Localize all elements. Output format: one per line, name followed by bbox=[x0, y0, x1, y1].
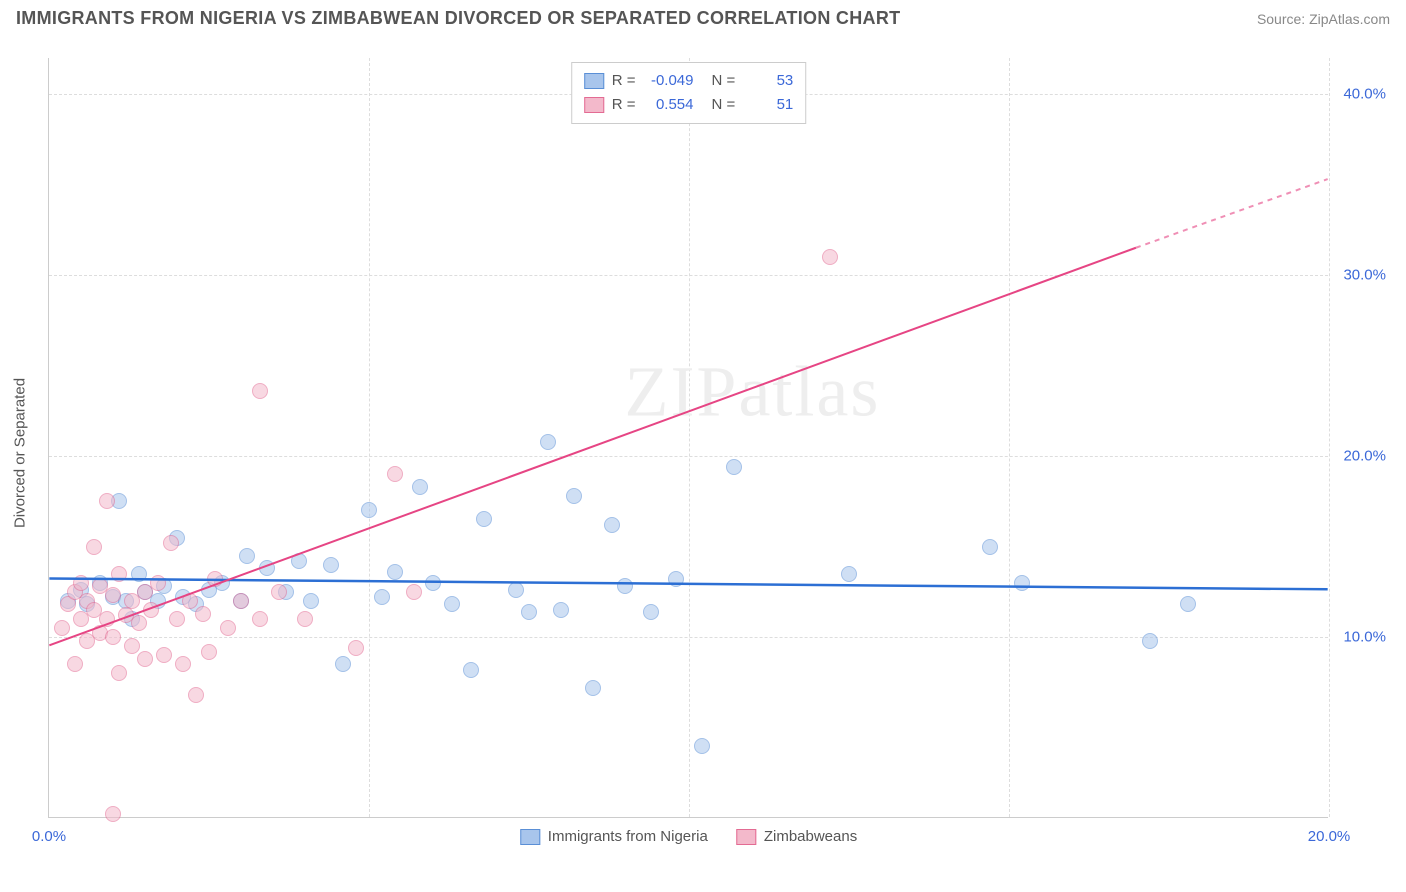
scatter-point-zimbabwe bbox=[387, 466, 403, 482]
scatter-point-zimbabwe bbox=[252, 383, 268, 399]
scatter-point-nigeria bbox=[1014, 575, 1030, 591]
scatter-point-zimbabwe bbox=[348, 640, 364, 656]
scatter-point-zimbabwe bbox=[822, 249, 838, 265]
scatter-point-zimbabwe bbox=[137, 651, 153, 667]
chart-title: IMMIGRANTS FROM NIGERIA VS ZIMBABWEAN DI… bbox=[16, 8, 900, 29]
scatter-point-nigeria bbox=[726, 459, 742, 475]
scatter-point-zimbabwe bbox=[105, 587, 121, 603]
scatter-point-zimbabwe bbox=[99, 611, 115, 627]
scatter-point-zimbabwe bbox=[175, 656, 191, 672]
scatter-point-zimbabwe bbox=[73, 575, 89, 591]
scatter-point-nigeria bbox=[444, 596, 460, 612]
scatter-point-nigeria bbox=[566, 488, 582, 504]
scatter-point-zimbabwe bbox=[201, 644, 217, 660]
scatter-point-zimbabwe bbox=[188, 687, 204, 703]
scatter-point-zimbabwe bbox=[220, 620, 236, 636]
scatter-point-nigeria bbox=[335, 656, 351, 672]
scatter-point-nigeria bbox=[1142, 633, 1158, 649]
scatter-point-nigeria bbox=[131, 566, 147, 582]
scatter-point-nigeria bbox=[841, 566, 857, 582]
x-tick-label: 20.0% bbox=[1308, 828, 1351, 845]
scatter-point-zimbabwe bbox=[297, 611, 313, 627]
correlation-chart: Divorced or Separated ZIPatlas R = -0.04… bbox=[48, 58, 1388, 848]
correlation-legend: R = -0.049 N = 53 R = 0.554 N = 51 bbox=[571, 62, 807, 124]
n-value-nigeria: 53 bbox=[743, 69, 793, 93]
plot-area: ZIPatlas R = -0.049 N = 53 R = 0.554 N =… bbox=[48, 58, 1328, 818]
scatter-point-zimbabwe bbox=[156, 647, 172, 663]
y-tick-label: 20.0% bbox=[1343, 448, 1386, 465]
source-attribution: Source: ZipAtlas.com bbox=[1257, 11, 1390, 27]
scatter-point-zimbabwe bbox=[207, 571, 223, 587]
scatter-point-nigeria bbox=[412, 479, 428, 495]
scatter-point-nigeria bbox=[374, 589, 390, 605]
scatter-point-zimbabwe bbox=[111, 566, 127, 582]
scatter-point-nigeria bbox=[553, 602, 569, 618]
scatter-point-zimbabwe bbox=[271, 584, 287, 600]
scatter-point-nigeria bbox=[303, 593, 319, 609]
scatter-point-nigeria bbox=[617, 578, 633, 594]
scatter-point-nigeria bbox=[361, 502, 377, 518]
scatter-point-zimbabwe bbox=[182, 593, 198, 609]
scatter-point-zimbabwe bbox=[252, 611, 268, 627]
scatter-point-nigeria bbox=[239, 548, 255, 564]
scatter-point-zimbabwe bbox=[131, 615, 147, 631]
gridline-v bbox=[1009, 58, 1010, 817]
scatter-point-zimbabwe bbox=[99, 493, 115, 509]
scatter-point-nigeria bbox=[643, 604, 659, 620]
legend-item-nigeria: Immigrants from Nigeria bbox=[520, 828, 708, 845]
r-value-nigeria: -0.049 bbox=[644, 69, 694, 93]
scatter-point-zimbabwe bbox=[406, 584, 422, 600]
y-tick-label: 30.0% bbox=[1343, 267, 1386, 284]
scatter-point-nigeria bbox=[668, 571, 684, 587]
y-axis-label: Divorced or Separated bbox=[12, 378, 29, 528]
swatch-nigeria-icon bbox=[520, 829, 540, 845]
gridline-v bbox=[1329, 58, 1330, 817]
series-legend: Immigrants from Nigeria Zimbabweans bbox=[520, 828, 857, 845]
watermark-text: ZIPatlas bbox=[624, 350, 880, 433]
y-tick-label: 40.0% bbox=[1343, 86, 1386, 103]
scatter-point-zimbabwe bbox=[86, 539, 102, 555]
n-value-zimbabwe: 51 bbox=[743, 93, 793, 117]
legend-row-nigeria: R = -0.049 N = 53 bbox=[584, 69, 794, 93]
y-tick-label: 10.0% bbox=[1343, 629, 1386, 646]
scatter-point-nigeria bbox=[387, 564, 403, 580]
scatter-point-zimbabwe bbox=[111, 665, 127, 681]
swatch-nigeria bbox=[584, 73, 604, 89]
scatter-point-zimbabwe bbox=[195, 606, 211, 622]
legend-row-zimbabwe: R = 0.554 N = 51 bbox=[584, 93, 794, 117]
chart-header: IMMIGRANTS FROM NIGERIA VS ZIMBABWEAN DI… bbox=[0, 0, 1406, 33]
scatter-point-nigeria bbox=[1180, 596, 1196, 612]
scatter-point-nigeria bbox=[259, 560, 275, 576]
swatch-zimbabwe-icon bbox=[736, 829, 756, 845]
scatter-point-nigeria bbox=[585, 680, 601, 696]
scatter-point-nigeria bbox=[521, 604, 537, 620]
scatter-point-nigeria bbox=[476, 511, 492, 527]
scatter-point-zimbabwe bbox=[124, 638, 140, 654]
r-value-zimbabwe: 0.554 bbox=[644, 93, 694, 117]
scatter-point-nigeria bbox=[508, 582, 524, 598]
scatter-point-nigeria bbox=[604, 517, 620, 533]
scatter-point-nigeria bbox=[291, 553, 307, 569]
scatter-point-zimbabwe bbox=[150, 575, 166, 591]
scatter-point-nigeria bbox=[694, 738, 710, 754]
scatter-point-nigeria bbox=[463, 662, 479, 678]
scatter-point-nigeria bbox=[982, 539, 998, 555]
gridline-v bbox=[369, 58, 370, 817]
scatter-point-zimbabwe bbox=[105, 629, 121, 645]
scatter-point-zimbabwe bbox=[163, 535, 179, 551]
swatch-zimbabwe bbox=[584, 97, 604, 113]
scatter-point-zimbabwe bbox=[105, 806, 121, 822]
scatter-point-zimbabwe bbox=[169, 611, 185, 627]
scatter-point-zimbabwe bbox=[54, 620, 70, 636]
scatter-point-nigeria bbox=[540, 434, 556, 450]
scatter-point-zimbabwe bbox=[67, 656, 83, 672]
gridline-v bbox=[689, 58, 690, 817]
scatter-point-nigeria bbox=[425, 575, 441, 591]
scatter-point-nigeria bbox=[323, 557, 339, 573]
regression-line-dashed-zimbabwe bbox=[1136, 179, 1328, 248]
scatter-point-zimbabwe bbox=[233, 593, 249, 609]
x-tick-label: 0.0% bbox=[32, 828, 66, 845]
scatter-point-zimbabwe bbox=[143, 602, 159, 618]
legend-item-zimbabwe: Zimbabweans bbox=[736, 828, 857, 845]
